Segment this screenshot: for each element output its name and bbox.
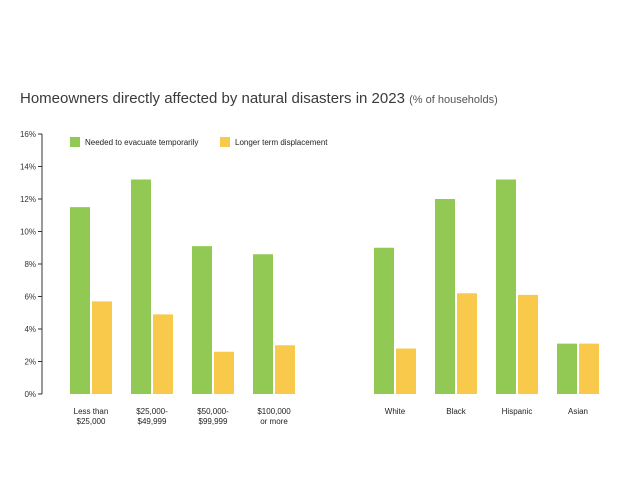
bar-evacuate	[374, 247, 394, 394]
legend-swatch-displacement	[220, 137, 230, 147]
x-category-label: Less than $25,000	[74, 407, 109, 426]
bar-evacuate	[435, 199, 455, 394]
x-category-label: $100,000 or more	[257, 407, 291, 426]
x-category-label-line: Black	[446, 407, 467, 416]
y-tick-label: 2%	[24, 358, 36, 367]
x-category-label-line: Hispanic	[502, 407, 533, 416]
bar-evacuate	[496, 179, 516, 394]
y-tick-label: 10%	[20, 228, 36, 237]
y-tick-label: 16%	[20, 130, 36, 139]
x-category-label: Asian	[568, 407, 588, 416]
x-category-label: Hispanic	[502, 407, 533, 416]
x-category-label-line: $50,000-	[197, 407, 229, 416]
y-tick-label: 14%	[20, 163, 36, 172]
chart-title-sub: (% of households)	[409, 94, 498, 106]
bar-evacuate	[70, 207, 90, 394]
bar-evacuate	[192, 246, 212, 394]
bar-evacuate	[131, 179, 151, 394]
bar-evacuate	[557, 343, 577, 394]
x-category-label-line: Asian	[568, 407, 588, 416]
x-category-label-line: or more	[260, 417, 288, 426]
bar-displacement	[153, 314, 173, 394]
x-category-label-line: White	[385, 407, 406, 416]
bar-evacuate	[253, 254, 273, 394]
bar-displacement	[275, 345, 295, 394]
y-tick-label: 8%	[24, 260, 36, 269]
y-tick-label: 4%	[24, 325, 36, 334]
chart-title: Homeowners directly affected by natural …	[20, 90, 498, 107]
x-category-label: White	[385, 407, 406, 416]
bar-displacement	[214, 351, 234, 394]
legend-label-evacuate: Needed to evacuate temporarily	[85, 138, 198, 147]
x-category-label: Black	[446, 407, 467, 416]
bar-displacement	[92, 301, 112, 394]
x-category-label-line: Less than	[74, 407, 109, 416]
bar-displacement	[457, 293, 477, 394]
x-category-label-line: $49,999	[138, 417, 167, 426]
chart-title-main: Homeowners directly affected by natural …	[20, 90, 405, 107]
bar-displacement	[518, 294, 538, 394]
x-category-label-line: $99,999	[199, 417, 228, 426]
bar-displacement	[396, 348, 416, 394]
legend-label-displacement: Longer term displacement	[235, 138, 328, 147]
y-tick-label: 12%	[20, 195, 36, 204]
x-category-label-line: $25,000-	[136, 407, 168, 416]
x-category-label: $50,000-$99,999	[197, 407, 229, 426]
y-tick-label: 0%	[24, 390, 36, 399]
x-category-label: $25,000-$49,999	[136, 407, 168, 426]
y-tick-label: 6%	[24, 293, 36, 302]
x-category-label-line: $100,000	[257, 407, 291, 416]
bar-displacement	[579, 343, 599, 394]
legend-swatch-evacuate	[70, 137, 80, 147]
x-category-label-line: $25,000	[77, 417, 106, 426]
